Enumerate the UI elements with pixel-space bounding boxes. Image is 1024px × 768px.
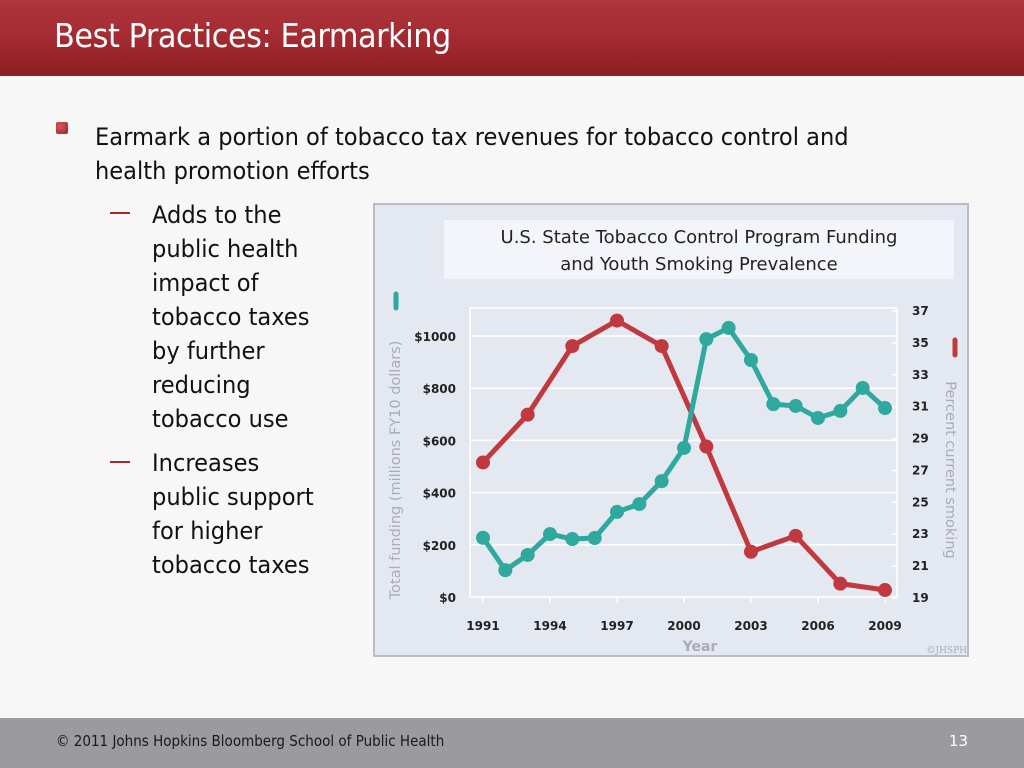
chart-title-line: U.S. State Tobacco Control Program Fundi… bbox=[500, 227, 898, 248]
sub-bullet-line: Increases bbox=[152, 449, 260, 477]
sub-bullet-1: Adds to the public health impact of toba… bbox=[152, 198, 349, 436]
bullet-square-icon bbox=[56, 122, 68, 134]
sub-bullet-line: impact of bbox=[152, 269, 259, 297]
chart-title-line: and Youth Smoking Prevalence bbox=[560, 254, 838, 275]
slide-header: Best Practices: Earmarking bbox=[0, 0, 1024, 76]
slide-footer: © 2011 Johns Hopkins Bloomberg School of… bbox=[0, 718, 1024, 768]
sub-bullet-line: public health bbox=[152, 235, 299, 263]
chart-title-box bbox=[444, 220, 954, 279]
chart-title: U.S. State Tobacco Control Program Fundi… bbox=[444, 224, 954, 278]
sub-bullet-line: tobacco use bbox=[152, 405, 289, 433]
main-bullet-text: Earmark a portion of tobacco tax revenue… bbox=[95, 123, 849, 185]
sub-bullet-line: for higher bbox=[152, 517, 263, 545]
page-number: 13 bbox=[948, 732, 968, 750]
sub-bullet-line: by further bbox=[152, 337, 265, 365]
sub-bullet-line: reducing bbox=[152, 371, 251, 399]
slide-title: Best Practices: Earmarking bbox=[54, 16, 451, 55]
sub-bullet-line: public support bbox=[152, 483, 314, 511]
sub-bullet-line: tobacco taxes bbox=[152, 303, 310, 331]
dash-bullet-icon bbox=[110, 212, 130, 214]
sub-bullet-line: tobacco taxes bbox=[152, 551, 310, 579]
dash-bullet-icon bbox=[110, 461, 130, 463]
sub-bullet-line: Adds to the bbox=[152, 201, 282, 229]
copyright-text: © 2011 Johns Hopkins Bloomberg School of… bbox=[56, 732, 445, 750]
sub-bullet-2: Increases public support for higher toba… bbox=[152, 446, 349, 582]
